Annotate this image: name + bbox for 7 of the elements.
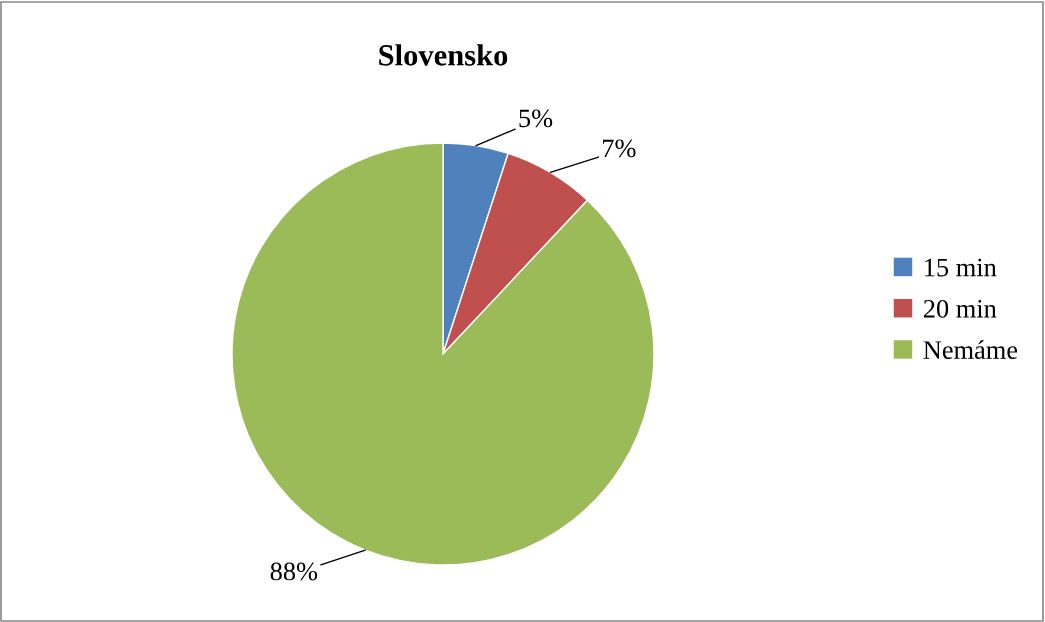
legend-label: 15 min <box>925 258 997 277</box>
legend-label: 20 min <box>923 299 997 318</box>
data-label: 5% <box>519 109 553 128</box>
data-label: 88% <box>270 562 318 581</box>
chart-title: Slovensko <box>379 44 508 66</box>
legend-label: Nemáme <box>923 340 1018 359</box>
data-label: 7% <box>603 139 636 158</box>
